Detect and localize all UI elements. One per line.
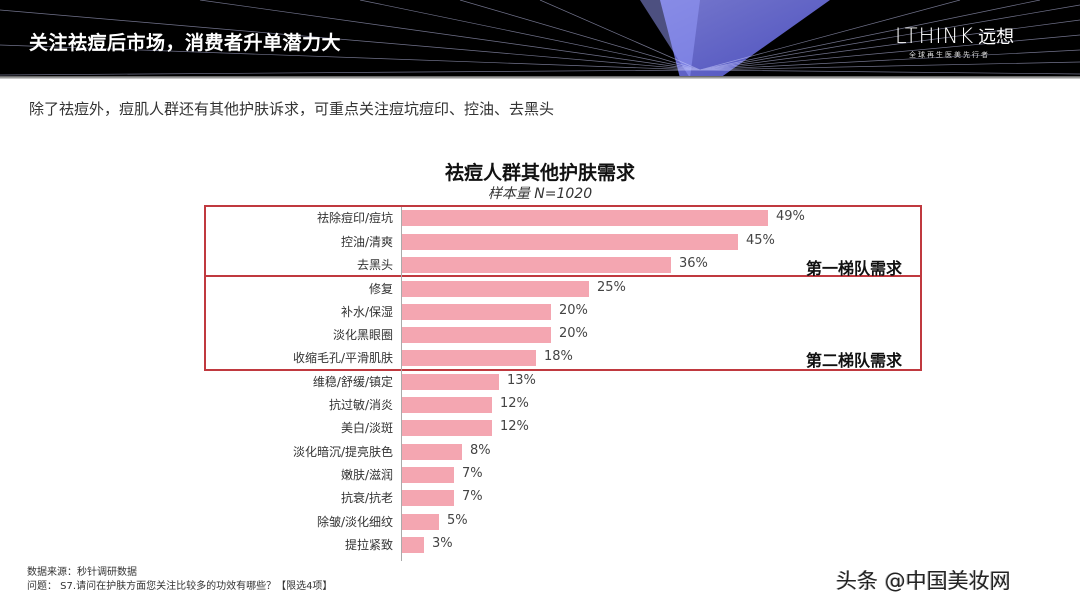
value-label: 7% xyxy=(462,489,483,504)
bar-row: 嫩肤/滋润 7% xyxy=(0,465,1080,485)
category-label: 抗过敏/消炎 xyxy=(328,398,393,412)
value-label: 36% xyxy=(679,256,708,271)
bar-row: 抗过敏/消炎 12% xyxy=(0,395,1080,415)
value-label: 5% xyxy=(447,513,468,528)
value-label: 12% xyxy=(500,396,529,411)
tier-1-label: 第一梯队需求 xyxy=(806,259,903,278)
bar-row: 美白/淡斑 12% xyxy=(0,418,1080,438)
value-label: 45% xyxy=(746,233,775,248)
bar-row: 除皱/淡化细纹 5% xyxy=(0,512,1080,532)
bar xyxy=(402,257,671,273)
bar-row: 提拉紧致 3% xyxy=(0,535,1080,555)
category-label: 祛除痘印/痘坑 xyxy=(316,211,393,225)
bar-row: 修复 25% xyxy=(0,279,1080,299)
tier-2-label: 第二梯队需求 xyxy=(806,351,903,370)
category-axis xyxy=(401,207,402,561)
bar-row: 抗衰/抗老 7% xyxy=(0,488,1080,508)
bar-row: 淡化黑眼圈 20% xyxy=(0,325,1080,345)
category-label: 修复 xyxy=(368,282,393,296)
slide-title: 关注祛痘后市场，消费者升单潜力大 xyxy=(29,32,342,54)
bar xyxy=(402,350,536,366)
category-label: 控油/清爽 xyxy=(340,235,393,249)
category-label: 维稳/舒缓/镇定 xyxy=(312,375,393,389)
category-label: 补水/保湿 xyxy=(340,305,393,319)
bar xyxy=(402,490,454,506)
slide-subtitle: 除了祛痘外，痘肌人群还有其他护肤诉求，可重点关注痘坑痘印、控油、去黑头 xyxy=(29,100,555,118)
brand-logo: LTHINK 远想 全球再生医美先行者 xyxy=(895,23,1014,60)
tier-2-box xyxy=(204,275,922,371)
slide-header: 关注祛痘后市场，消费者升单潜力大 LTHINK 远想 全球再生医美先行者 xyxy=(0,0,1080,78)
light-rays-graphic xyxy=(0,0,1080,78)
value-label: 20% xyxy=(559,326,588,341)
category-label: 提拉紧致 xyxy=(344,538,393,552)
value-label: 3% xyxy=(432,536,453,551)
bar xyxy=(402,514,439,530)
category-label: 嫩肤/滋润 xyxy=(340,468,393,482)
bar-row: 淡化暗沉/提亮肤色 8% xyxy=(0,442,1080,462)
value-label: 7% xyxy=(462,466,483,481)
category-label: 淡化黑眼圈 xyxy=(332,328,393,342)
bar-row: 补水/保湿 20% xyxy=(0,302,1080,322)
bar-row: 去黑头 36% xyxy=(0,255,1080,275)
category-label: 美白/淡斑 xyxy=(340,421,393,435)
data-source-note: 数据来源：秒针调研数据 xyxy=(27,567,137,578)
bar xyxy=(402,420,492,436)
bar xyxy=(402,374,499,390)
value-label: 8% xyxy=(470,443,491,458)
bar xyxy=(402,234,738,250)
watermark: 头条 @中国美妆网 xyxy=(836,569,1011,593)
value-label: 49% xyxy=(776,209,805,224)
bar xyxy=(402,444,462,460)
logo-chinese: 远想 xyxy=(978,27,1015,48)
bar xyxy=(402,327,551,343)
bar-row: 收缩毛孔/平滑肌肤 18% xyxy=(0,348,1080,368)
value-label: 12% xyxy=(500,419,529,434)
value-label: 18% xyxy=(544,349,573,364)
bar xyxy=(402,397,492,413)
bar-row: 控油/清爽 45% xyxy=(0,232,1080,252)
bar-row: 祛除痘印/痘坑 49% xyxy=(0,208,1080,228)
bar xyxy=(402,537,424,553)
chart-title: 祛痘人群其他护肤需求 xyxy=(444,162,635,184)
bar xyxy=(402,281,589,297)
value-label: 20% xyxy=(559,303,588,318)
category-label: 去黑头 xyxy=(356,258,393,272)
bar-row: 维稳/舒缓/镇定 13% xyxy=(0,372,1080,392)
bar xyxy=(402,467,454,483)
category-label: 收缩毛孔/平滑肌肤 xyxy=(292,351,393,365)
bar xyxy=(402,210,768,226)
category-label: 除皱/淡化细纹 xyxy=(316,515,393,529)
bar xyxy=(402,304,551,320)
value-label: 13% xyxy=(507,373,536,388)
chart-sample-size: 样本量 N=1020 xyxy=(487,186,593,202)
logo-wordmark: LTHINK xyxy=(895,24,975,48)
logo-tagline: 全球再生医美先行者 xyxy=(909,51,990,59)
survey-question-note: 问题： S7.请问在护肤方面您关注比较多的功效有哪些？【限选4项】 xyxy=(27,581,333,592)
category-label: 抗衰/抗老 xyxy=(340,491,393,505)
value-label: 25% xyxy=(597,280,626,295)
category-label: 淡化暗沉/提亮肤色 xyxy=(292,445,393,459)
header-divider xyxy=(0,76,1080,79)
